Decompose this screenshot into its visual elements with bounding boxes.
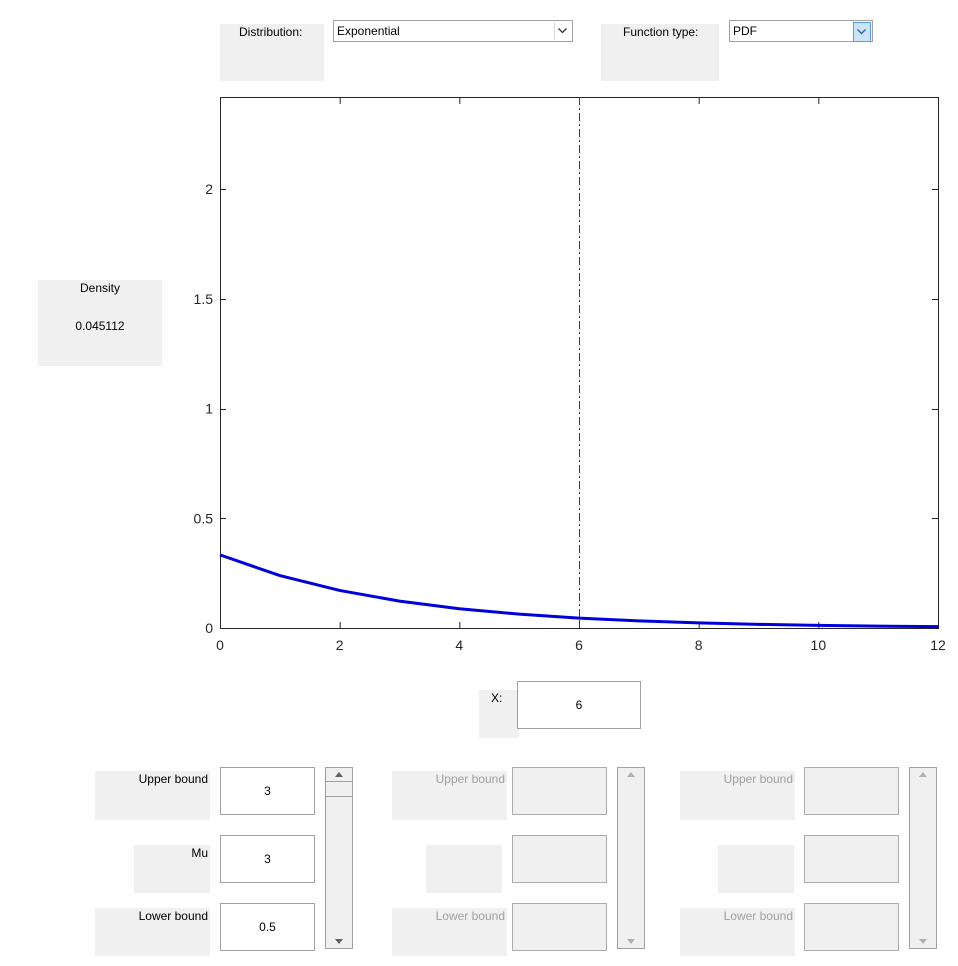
param3-upper-label-panel: Upper bound (680, 771, 795, 820)
param3-upper-input (804, 767, 899, 815)
param1-lower-label: Lower bound (138, 909, 208, 923)
param3-value-input (804, 835, 899, 883)
function-type-select-value: PDF (733, 24, 757, 38)
scroll-up-arrow-icon[interactable] (326, 768, 352, 781)
x-input[interactable]: 6 (517, 681, 641, 729)
param1-name-label: Mu (191, 846, 208, 860)
distribution-select[interactable]: Exponential (333, 20, 573, 42)
param1-slider[interactable] (325, 767, 353, 949)
function-type-label: Function type: (623, 25, 699, 39)
x-tick-label: 8 (695, 637, 703, 653)
param2-lower-input (512, 903, 607, 951)
param1-value-input[interactable]: 3 (220, 835, 315, 883)
param2-upper-label-panel: Upper bound (392, 771, 507, 820)
param2-upper-label: Upper bound (435, 772, 505, 786)
density-label: Density (79, 281, 120, 295)
param2-name-label-panel (426, 845, 502, 893)
param1-name-label-panel: Mu (134, 845, 210, 893)
param3-upper-label: Upper bound (723, 772, 793, 786)
param3-slider (909, 767, 937, 949)
pdf-curve (219, 553, 939, 629)
scroll-down-arrow-icon[interactable] (326, 935, 352, 948)
x-tick-label: 10 (811, 637, 827, 653)
function-type-label-panel: Function type: (601, 24, 719, 81)
param1-lower-input[interactable]: 0.5 (220, 903, 315, 951)
x-tick-label: 0 (216, 637, 224, 653)
param2-value-input (512, 835, 607, 883)
chevron-down-icon[interactable] (853, 22, 871, 42)
param1-upper-label: Upper bound (138, 772, 208, 786)
param1-lower-label-panel: Lower bound (95, 908, 210, 956)
y-tick-label: 2 (205, 181, 213, 197)
y-tick-label: 1.5 (194, 291, 214, 307)
distribution-select-value: Exponential (337, 24, 400, 38)
scroll-down-arrow-icon (910, 935, 936, 948)
distribution-label: Distribution: (239, 25, 303, 39)
param2-slider (617, 767, 645, 949)
param3-lower-label: Lower bound (723, 909, 793, 923)
density-readout-panel: Density 0.045112 (38, 280, 162, 366)
scroll-up-arrow-icon (618, 768, 644, 781)
x-tick-label: 2 (336, 637, 344, 653)
scroll-up-arrow-icon (910, 768, 936, 781)
y-tick-label: 0.5 (194, 510, 214, 526)
x-tick-label: 12 (930, 637, 946, 653)
param2-lower-label: Lower bound (435, 909, 505, 923)
function-type-select[interactable]: PDF (729, 20, 873, 42)
x-label-panel: X: (479, 690, 519, 738)
param2-lower-label-panel: Lower bound (392, 908, 507, 956)
x-tick-label: 6 (575, 637, 583, 653)
param3-name-label-panel (718, 845, 794, 893)
param2-upper-input (512, 767, 607, 815)
y-tick-label: 1 (205, 401, 213, 417)
scroll-down-arrow-icon (618, 935, 644, 948)
distribution-label-panel: Distribution: (220, 24, 324, 81)
x-tick-label: 4 (455, 637, 463, 653)
param1-upper-label-panel: Upper bound (95, 771, 210, 820)
x-label: X: (491, 691, 503, 705)
density-value: 0.045112 (75, 319, 125, 333)
param3-lower-input (804, 903, 899, 951)
param3-lower-label-panel: Lower bound (680, 908, 795, 956)
param1-upper-input[interactable]: 3 (220, 767, 315, 815)
chevron-down-icon[interactable] (554, 22, 571, 40)
y-tick-label: 0 (205, 620, 213, 636)
param1-slider-thumb[interactable] (326, 781, 352, 797)
